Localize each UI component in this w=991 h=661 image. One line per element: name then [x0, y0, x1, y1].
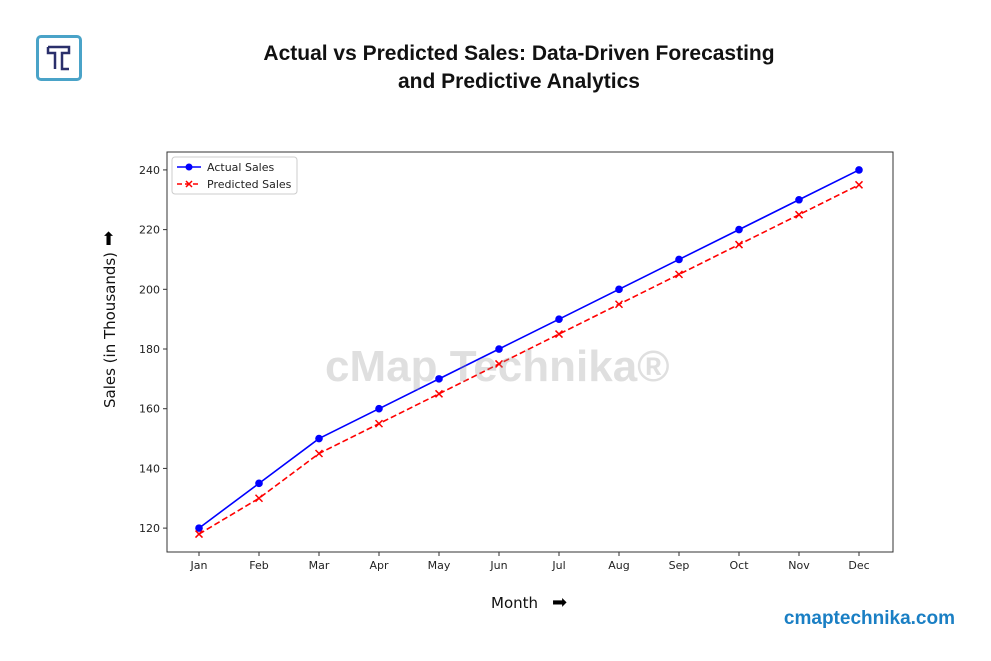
y-tick-label: 200 [139, 283, 160, 296]
x-marker [314, 449, 324, 458]
logo [36, 35, 82, 81]
data-point [494, 359, 504, 368]
logo-t-icon [46, 45, 71, 71]
data-point [794, 210, 804, 219]
data-point [495, 345, 503, 353]
data-point [314, 449, 324, 458]
data-point [734, 240, 744, 249]
data-point [795, 195, 803, 204]
x-tick-label: Jan [190, 559, 208, 572]
data-point [254, 494, 264, 503]
y-axis-label: Sales (in Thousands) [101, 251, 119, 409]
data-point [555, 315, 563, 323]
x-tick-label: Dec [848, 559, 869, 572]
x-tick-label: Sep [669, 559, 690, 572]
x-tick-label: Oct [729, 559, 749, 572]
legend: Actual Sales Predicted Sales [171, 156, 298, 195]
x-tick-label: Jun [489, 559, 507, 572]
x-marker [494, 359, 504, 368]
series-line-1 [198, 184, 860, 535]
series-line-0 [198, 169, 860, 529]
data-point [674, 270, 684, 279]
y-tick-label: 220 [139, 224, 160, 237]
x-tick-label: Feb [249, 559, 268, 572]
x-tick-label: Jul [551, 559, 565, 572]
data-point [554, 330, 564, 339]
x-tick-label: Mar [309, 559, 330, 572]
x-marker [374, 419, 384, 428]
website-link[interactable]: cmaptechnika.com [783, 608, 955, 629]
data-point [614, 300, 624, 309]
up-arrow-icon: ⬆ [101, 229, 117, 250]
watermark: cMap Technika® [325, 342, 670, 391]
x-tick-label: Nov [788, 559, 810, 572]
y-tick-label: 240 [139, 164, 160, 177]
legend-marker [185, 180, 193, 188]
data-point [194, 530, 204, 539]
x-marker [854, 180, 864, 189]
y-tick-label: 120 [139, 522, 160, 535]
x-marker [794, 210, 804, 219]
x-marker [734, 240, 744, 249]
data-point [735, 225, 743, 234]
data-point [434, 389, 444, 398]
x-marker [434, 389, 444, 398]
chart-title: Actual vs Predicted Sales: Data-Driven F… [0, 40, 991, 96]
legend-label: Actual Sales [207, 161, 275, 174]
x-marker [254, 494, 264, 503]
y-tick-label: 140 [139, 462, 160, 475]
y-tick-label: 160 [139, 403, 160, 416]
data-point [255, 479, 263, 488]
x-marker [554, 330, 564, 339]
x-marker [614, 300, 624, 309]
legend-box [171, 156, 298, 195]
y-tick-label: 180 [139, 343, 160, 356]
x-axis-label: Month [491, 594, 539, 612]
data-point [195, 524, 203, 532]
plot-frame [166, 151, 894, 553]
data-point [615, 285, 623, 294]
data-point [854, 180, 864, 189]
legend-label: Predicted Sales [207, 178, 292, 191]
data-point [675, 255, 683, 264]
title-line-1: Actual vs Predicted Sales: Data-Driven F… [263, 42, 775, 65]
data-point [855, 166, 863, 174]
x-tick-label: Aug [608, 559, 629, 572]
x-tick-label: May [428, 559, 451, 572]
title-line-2: and Predictive Analytics [398, 70, 640, 93]
data-point [435, 375, 443, 383]
data-point [315, 434, 323, 443]
data-point [374, 419, 384, 428]
x-marker [194, 530, 204, 539]
legend-marker [185, 163, 193, 171]
right-arrow-icon: ➡ [552, 592, 568, 613]
data-point [375, 404, 383, 413]
x-tick-label: Apr [369, 559, 389, 572]
x-marker [674, 270, 684, 279]
